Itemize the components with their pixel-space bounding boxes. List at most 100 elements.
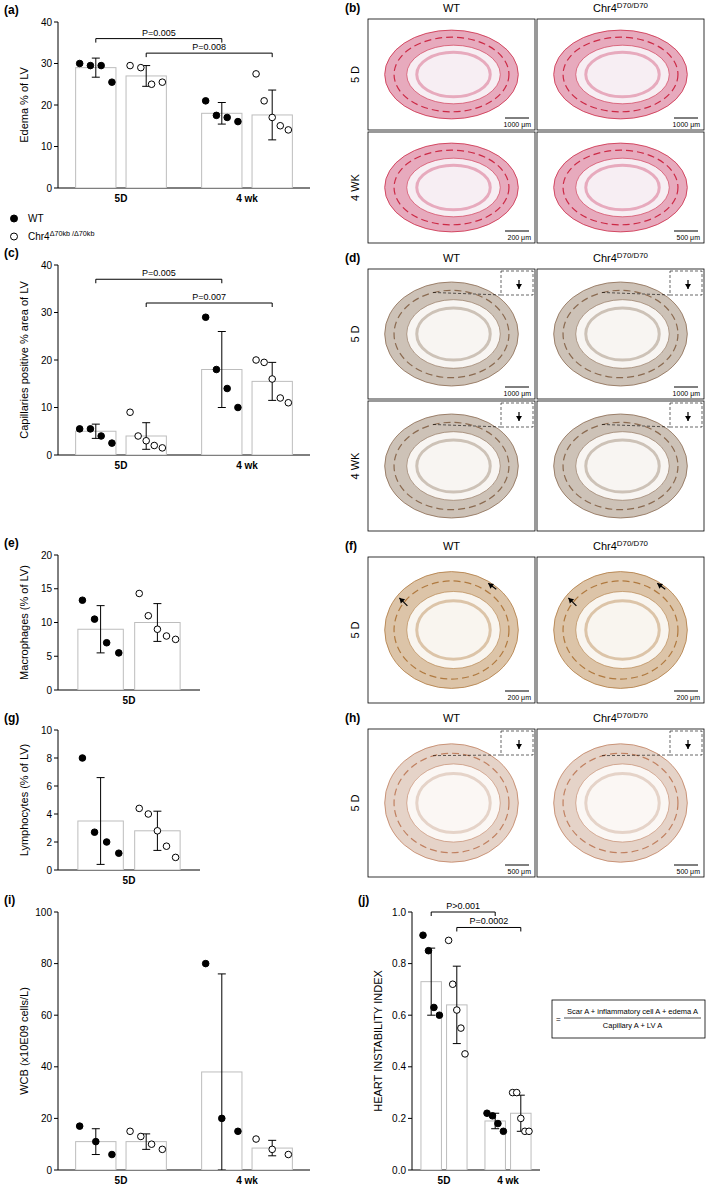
y-tick-label: 2 — [46, 837, 52, 848]
error-line — [157, 604, 158, 642]
data-point — [489, 1113, 496, 1120]
data-point — [202, 960, 209, 967]
significance-bracket — [457, 927, 521, 931]
data-point — [76, 60, 83, 67]
y-tick — [408, 912, 412, 913]
lumen — [576, 591, 670, 668]
arrow-head — [516, 744, 522, 749]
error-cap — [218, 331, 226, 332]
y-tick-label: 8 — [46, 753, 52, 764]
column-header-sup: D70/D70 — [617, 1, 649, 10]
lumen — [407, 158, 501, 217]
panel-label: (d) — [345, 251, 360, 265]
scale-bar-label: 1000 μm — [673, 390, 701, 398]
x-tick-label: 4 wk — [236, 193, 258, 204]
error-cap — [92, 1128, 100, 1129]
error-cap — [153, 641, 161, 642]
image-frame — [368, 269, 535, 399]
lumen — [576, 158, 670, 217]
data-point — [518, 1115, 525, 1122]
error-cap — [268, 139, 276, 140]
error-line — [221, 332, 222, 408]
column-header: WT — [443, 540, 460, 552]
data-point — [253, 71, 260, 78]
heart-section — [385, 143, 519, 232]
arrow-line — [488, 583, 496, 589]
data-point — [172, 636, 179, 643]
data-point — [425, 947, 432, 954]
arrow-head — [488, 583, 494, 588]
y-axis-title: Macrophages (% of LV) — [18, 565, 30, 680]
y-tick-label: 0 — [46, 685, 52, 696]
data-point — [431, 1004, 438, 1011]
arrow-head — [568, 598, 574, 604]
error-cap — [218, 1170, 226, 1171]
y-tick-label: 10 — [41, 141, 53, 152]
significance-bracket — [146, 53, 272, 57]
legend-text-sup: Δ70kb /Δ70kb — [50, 229, 95, 238]
data-point — [269, 1146, 276, 1153]
data-point — [219, 1115, 226, 1122]
error-line — [221, 974, 222, 1170]
column-header-sup: D70/D70 — [617, 251, 649, 260]
data-point — [138, 1133, 145, 1140]
data-point — [495, 1120, 502, 1127]
x-tick-label: 4 wk — [236, 1175, 258, 1186]
y-tick — [54, 1170, 58, 1171]
data-point — [143, 437, 150, 444]
y-tick-label: 30 — [41, 307, 53, 318]
scale-bar — [674, 387, 698, 388]
y-tick-label: 30 — [41, 58, 53, 69]
heart-section — [554, 572, 688, 689]
y-axis-title: WCB (x10E09 cells/L) — [18, 987, 30, 1095]
y-axis-title: HEART INSTABILITY INDEX — [372, 970, 384, 1112]
scale-bar — [505, 865, 529, 866]
y-tick — [54, 22, 58, 23]
arrow-head — [685, 744, 691, 749]
data-point — [115, 650, 122, 657]
bar — [76, 68, 116, 188]
inset-guide — [431, 424, 501, 427]
y-tick — [54, 656, 58, 657]
error-cap — [97, 777, 105, 778]
bar — [135, 623, 180, 691]
formula: =Scar A + inflammatory cell A + edema AC… — [552, 1000, 705, 1038]
row-label: 5 D — [349, 325, 361, 342]
data-point — [458, 1025, 465, 1032]
error-line — [95, 424, 96, 438]
y-axis-title-line: HEART INSTABILITY INDEX — [372, 970, 384, 1112]
data-point — [135, 433, 142, 440]
panel-label: (c) — [4, 246, 19, 260]
tissue-fibres — [563, 37, 678, 112]
data-point — [235, 118, 242, 125]
data-point — [87, 426, 94, 433]
y-axis-title: Capillaries positive % area of LV — [18, 281, 30, 439]
bar — [421, 982, 441, 1170]
row-label-group: 5 D — [349, 66, 361, 83]
error-cap — [218, 124, 226, 125]
error-cap — [97, 605, 105, 606]
y-tick — [54, 842, 58, 843]
chart-panel: (i)020406080100WCB (x10E09 cells/L)5D4 w… — [4, 893, 310, 1186]
error-bar — [268, 1140, 276, 1155]
data-point — [159, 1146, 166, 1153]
data-point — [79, 597, 86, 604]
column-header: WT — [443, 2, 460, 14]
heart-section — [554, 744, 688, 862]
lumen — [407, 764, 501, 842]
annotation: P=0.005 — [142, 28, 176, 38]
error-bar — [97, 606, 105, 653]
error-bar — [517, 1095, 525, 1131]
y-tick-label: 1.0 — [392, 907, 406, 918]
y-tick — [54, 188, 58, 189]
scale-bar-label: 200 μm — [677, 694, 701, 702]
data-point — [163, 843, 170, 850]
error-line — [456, 966, 457, 1043]
y-tick-label: 20 — [41, 100, 53, 111]
tissue-fibres — [394, 37, 509, 112]
histology-image: 200 μm — [368, 557, 535, 703]
image-frame — [537, 132, 704, 243]
tissue-fibres — [563, 581, 678, 679]
error-bar — [142, 423, 150, 450]
y-axis-title-group: Macrophages (% of LV) — [18, 565, 30, 680]
